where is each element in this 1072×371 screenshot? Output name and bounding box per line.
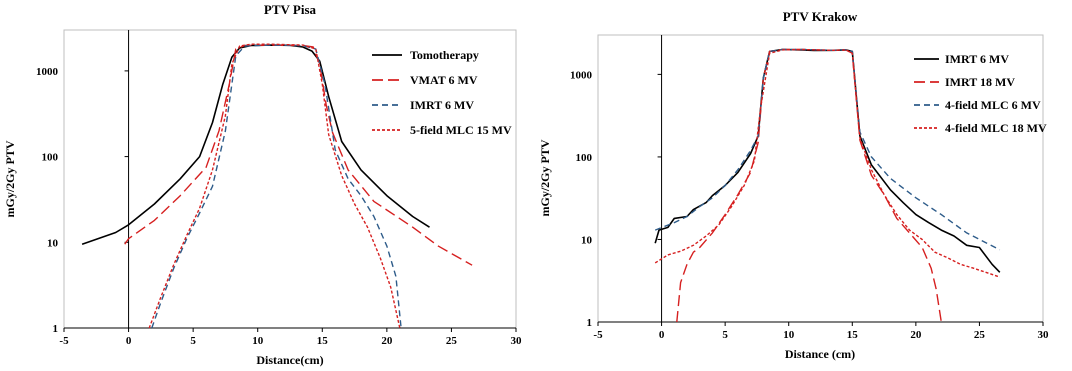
x-tick-label: 5 bbox=[722, 329, 728, 341]
x-tick-label: 10 bbox=[252, 335, 264, 347]
y-tick-label: 1000 bbox=[570, 69, 593, 81]
y-tick-label: 1000 bbox=[36, 66, 59, 78]
legend: Tomotherapy VMAT 6 MV IMRT 6 MV 5-field MLC… bbox=[372, 48, 512, 137]
y-axis-title: mGy/2Gy PTV bbox=[3, 140, 17, 217]
x-tick-label: 5 bbox=[190, 335, 196, 347]
y-axis-title: mGy/2Gy PTV bbox=[538, 139, 552, 216]
chart-title: PTV Krakow bbox=[783, 9, 858, 24]
y-tick-label: 1 bbox=[587, 317, 593, 329]
x-tick-label: 0 bbox=[126, 335, 132, 347]
chart-ptv-pisa: PTV Pisa Distance(cm) mGy/2Gy PTV -5 0 5 10… bbox=[3, 2, 522, 367]
legend-label: 5-field MLC 15 MV bbox=[410, 123, 512, 137]
legend-label: VMAT 6 MV bbox=[410, 73, 478, 87]
legend-label: 4-field MLC 18 MV bbox=[945, 121, 1047, 135]
y-tick-label: 10 bbox=[581, 234, 593, 246]
x-tick-label: 10 bbox=[783, 329, 795, 341]
series-line-4 bbox=[148, 43, 401, 329]
x-axis-title: Distance(cm) bbox=[256, 353, 323, 367]
legend-label: Tomotherapy bbox=[410, 48, 479, 62]
legend-label: 4-field MLC 6 MV bbox=[945, 98, 1041, 112]
chart-title: PTV Pisa bbox=[264, 2, 317, 17]
plot-layer: -5 0 5 10 15 20 25 30 1 10 100 1000 bbox=[36, 30, 522, 347]
x-axis-title: Distance (cm) bbox=[785, 347, 855, 361]
legend-label: IMRT 18 MV bbox=[945, 75, 1015, 89]
x-tick-label: 15 bbox=[317, 335, 329, 347]
y-tick-label: 10 bbox=[47, 237, 59, 249]
legend: IMRT 6 MV IMRT 18 MV 4-field MLC 6 MV 4-fie… bbox=[914, 52, 1047, 135]
x-tick-label: 30 bbox=[1038, 329, 1050, 341]
x-tick-label: 20 bbox=[910, 329, 922, 341]
y-tick-label: 1 bbox=[53, 323, 59, 335]
series-line-2 bbox=[676, 48, 942, 323]
legend-label: IMRT 6 MV bbox=[945, 52, 1009, 66]
x-tick-label: 20 bbox=[381, 335, 393, 347]
series-line-3 bbox=[151, 44, 402, 329]
x-tick-label: 30 bbox=[511, 335, 523, 347]
y-tick-label: 100 bbox=[576, 152, 593, 164]
x-tick-label: 25 bbox=[446, 335, 458, 347]
legend-label: IMRT 6 MV bbox=[410, 98, 474, 112]
x-tick-label: 25 bbox=[974, 329, 986, 341]
series-line-1 bbox=[81, 44, 430, 245]
x-tick-label: 15 bbox=[847, 329, 859, 341]
y-tick-label: 100 bbox=[42, 152, 59, 164]
chart-ptv-krakow: PTV Krakow Distance (cm) mGy/2Gy PTV -5 0… bbox=[538, 9, 1049, 361]
x-tick-label: 0 bbox=[659, 329, 665, 341]
series-line-4 bbox=[654, 48, 1001, 278]
x-tick-label: -5 bbox=[593, 329, 603, 341]
series-line-2 bbox=[124, 44, 473, 266]
plot-layer: -5 0 5 10 15 20 25 30 1 10 100 1000 bbox=[570, 35, 1049, 341]
x-tick-label: -5 bbox=[59, 335, 69, 347]
